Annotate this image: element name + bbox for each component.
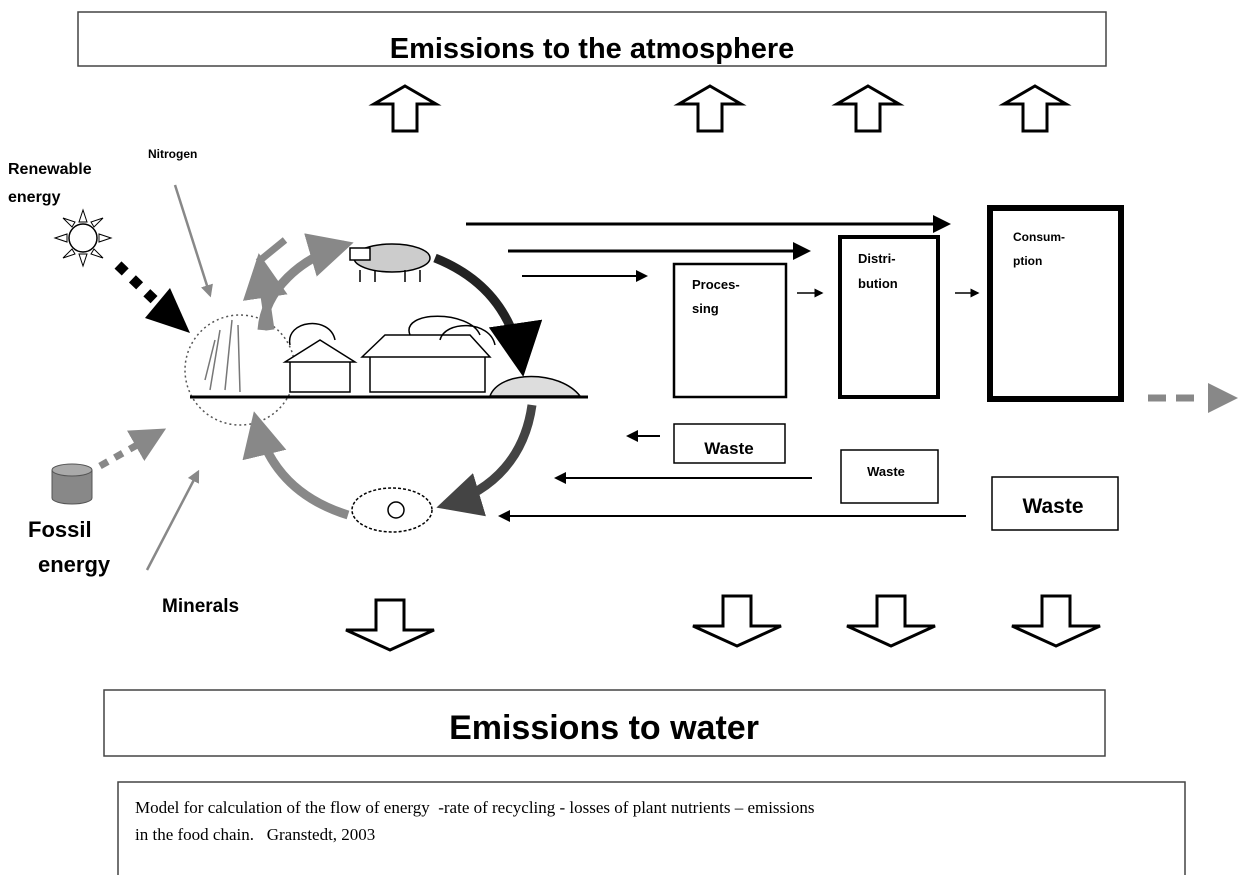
minerals-label: Minerals <box>162 596 239 617</box>
renewable-label: Renewable <box>8 161 92 178</box>
water-box <box>103 689 1106 757</box>
nitrogen-arrow <box>173 184 213 298</box>
processing-box <box>672 262 788 399</box>
flow-arrows <box>466 215 980 522</box>
waste-label: Waste <box>1022 495 1083 518</box>
minerals-arrow <box>145 469 200 571</box>
waste-box <box>840 449 939 504</box>
fossil-icon <box>51 463 93 505</box>
stage-label: Consum- <box>1013 230 1065 244</box>
stage-label: Distri- <box>858 251 896 266</box>
renewable-arrow-head <box>145 288 190 333</box>
renewable-label: energy <box>8 189 61 206</box>
stage-label: ption <box>1013 254 1042 268</box>
stage-label: sing <box>692 301 719 316</box>
water-title: Emissions to water <box>449 709 759 747</box>
nitrogen-label: Nitrogen <box>148 147 197 161</box>
waste-label: Waste <box>704 439 753 458</box>
stage-label: Proces- <box>692 277 740 292</box>
distribution-box <box>838 235 940 399</box>
loss-arrow <box>1148 383 1238 413</box>
sun <box>53 208 113 268</box>
fossil-label: energy <box>38 552 111 577</box>
fossil-arrow <box>98 428 167 470</box>
up-arrows <box>372 84 1068 133</box>
down-arrows <box>344 594 1102 652</box>
consumption-box <box>987 205 1124 402</box>
waste-label: Waste <box>867 464 905 479</box>
waste-box <box>991 476 1119 531</box>
farm-cycle <box>184 233 588 533</box>
caption: Model for calculation of the flow of ene… <box>135 798 815 817</box>
caption-box <box>117 781 1186 875</box>
caption: in the food chain. Granstedt, 2003 <box>135 825 375 844</box>
atmosphere-box <box>77 11 1107 67</box>
waste-box <box>673 423 786 464</box>
stage-label: bution <box>858 276 898 291</box>
atmosphere-title: Emissions to the atmosphere <box>390 33 795 65</box>
fossil-label: Fossil <box>28 517 92 542</box>
